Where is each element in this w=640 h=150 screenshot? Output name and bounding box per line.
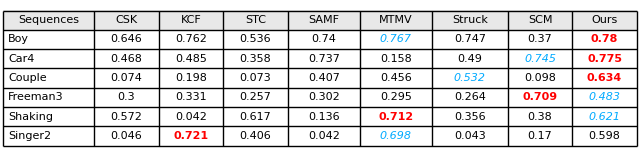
- Text: 0.098: 0.098: [524, 73, 556, 83]
- Text: 0.264: 0.264: [454, 92, 486, 102]
- Text: 0.042: 0.042: [308, 131, 340, 141]
- Bar: [3, 11, 637, 30]
- Text: 0.468: 0.468: [111, 54, 143, 64]
- Text: 0.598: 0.598: [589, 131, 621, 141]
- Text: 0.78: 0.78: [591, 34, 618, 44]
- Text: 0.536: 0.536: [240, 34, 271, 44]
- Text: Struck: Struck: [452, 15, 488, 25]
- Text: MTMV: MTMV: [379, 15, 413, 25]
- Text: 0.456: 0.456: [380, 73, 412, 83]
- Text: Freeman3: Freeman3: [8, 92, 64, 102]
- Text: STC: STC: [245, 15, 266, 25]
- Text: 0.043: 0.043: [454, 131, 486, 141]
- Text: 0.745: 0.745: [524, 54, 556, 64]
- Text: 0.136: 0.136: [308, 112, 340, 122]
- Text: 0.532: 0.532: [454, 73, 486, 83]
- Text: Couple: Couple: [8, 73, 47, 83]
- Text: 0.747: 0.747: [454, 34, 486, 44]
- Text: Ours: Ours: [591, 15, 618, 25]
- Text: KCF: KCF: [180, 15, 202, 25]
- Text: 0.646: 0.646: [111, 34, 142, 44]
- Text: 0.158: 0.158: [380, 54, 412, 64]
- Text: Car4: Car4: [8, 54, 35, 64]
- Text: 0.356: 0.356: [454, 112, 486, 122]
- Text: 0.621: 0.621: [589, 112, 621, 122]
- Text: 0.737: 0.737: [308, 54, 340, 64]
- Text: 0.775: 0.775: [587, 54, 622, 64]
- Text: SCM: SCM: [528, 15, 552, 25]
- Text: 0.74: 0.74: [311, 34, 336, 44]
- Text: 0.712: 0.712: [378, 112, 413, 122]
- Text: 0.331: 0.331: [175, 92, 207, 102]
- Text: Sequences: Sequences: [18, 15, 79, 25]
- Text: CSK: CSK: [115, 15, 138, 25]
- Text: 0.358: 0.358: [239, 54, 271, 64]
- Text: 0.17: 0.17: [527, 131, 552, 141]
- Text: 0.407: 0.407: [308, 73, 340, 83]
- Text: 0.634: 0.634: [587, 73, 622, 83]
- Text: 0.37: 0.37: [527, 34, 552, 44]
- Text: 0.49: 0.49: [458, 54, 483, 64]
- Text: 0.046: 0.046: [111, 131, 142, 141]
- Text: 0.406: 0.406: [239, 131, 271, 141]
- Text: 0.074: 0.074: [111, 73, 143, 83]
- Text: 0.767: 0.767: [380, 34, 412, 44]
- Text: 0.257: 0.257: [239, 92, 271, 102]
- Text: 0.572: 0.572: [111, 112, 143, 122]
- Text: Shaking: Shaking: [8, 112, 53, 122]
- Text: 0.485: 0.485: [175, 54, 207, 64]
- Text: 0.762: 0.762: [175, 34, 207, 44]
- Text: 0.295: 0.295: [380, 92, 412, 102]
- Text: 0.483: 0.483: [589, 92, 621, 102]
- Text: 0.042: 0.042: [175, 112, 207, 122]
- Text: 0.38: 0.38: [527, 112, 552, 122]
- Text: 0.3: 0.3: [118, 92, 135, 102]
- Text: 0.617: 0.617: [239, 112, 271, 122]
- Text: 0.709: 0.709: [522, 92, 557, 102]
- Text: 0.698: 0.698: [380, 131, 412, 141]
- Text: SAMF: SAMF: [308, 15, 339, 25]
- Text: 0.721: 0.721: [173, 131, 209, 141]
- Text: 0.198: 0.198: [175, 73, 207, 83]
- Text: 0.073: 0.073: [239, 73, 271, 83]
- Text: 0.302: 0.302: [308, 92, 340, 102]
- Text: Singer2: Singer2: [8, 131, 51, 141]
- Text: Boy: Boy: [8, 34, 29, 44]
